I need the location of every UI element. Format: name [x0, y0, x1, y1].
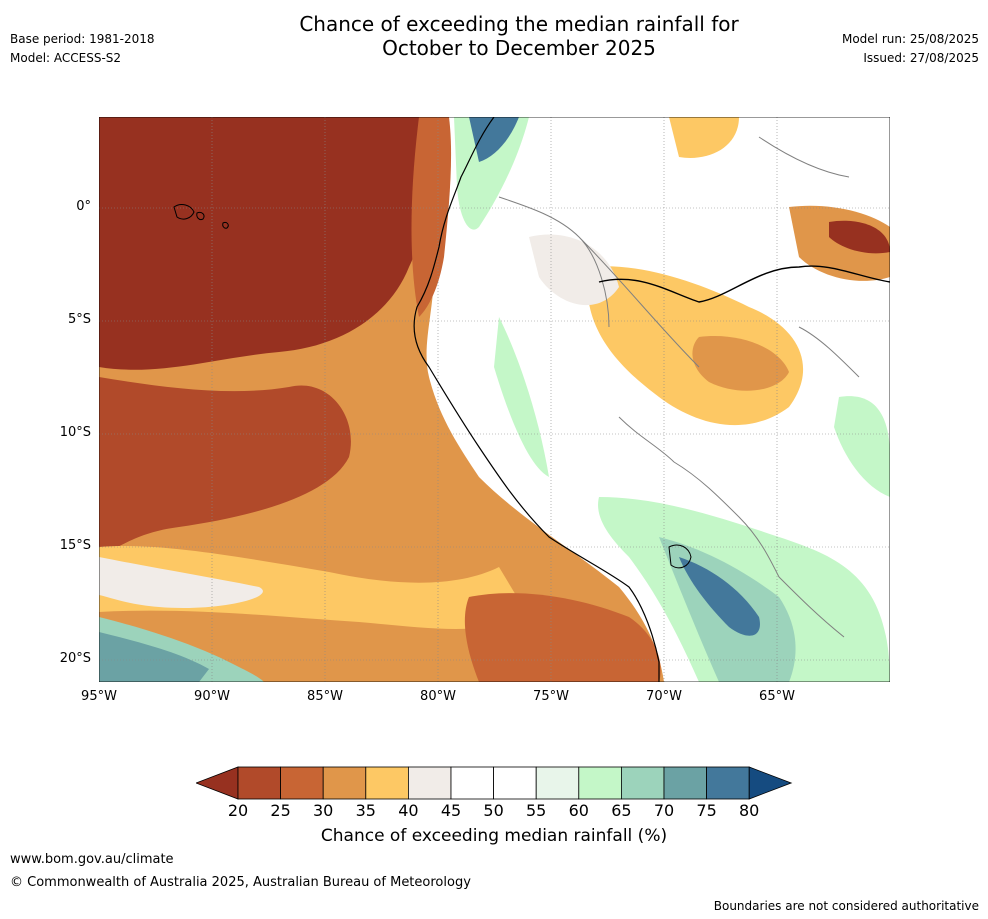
- colorbar-tick-label: 65: [611, 801, 632, 820]
- land-neutral-zone: [529, 234, 619, 306]
- colorbar: [196, 766, 793, 800]
- ocean-neutral-band: [99, 557, 263, 608]
- lake-outline: [668, 544, 692, 569]
- colorbar-segment: [578, 766, 622, 800]
- north-dry-patch: [669, 117, 739, 158]
- river-line: [598, 265, 890, 303]
- rainfall-map: [99, 117, 890, 682]
- map-canvas: [99, 117, 890, 682]
- colorbar-label: Chance of exceeding median rainfall (%): [320, 826, 668, 846]
- ocean-moderate-band: [99, 546, 529, 629]
- coastal-dry-strip: [411, 117, 452, 317]
- galapagos-islands: [173, 204, 229, 229]
- colorbar-tick-label: 30: [313, 801, 334, 820]
- colorbar-segment: [535, 766, 580, 800]
- model-text: Model: ACCESS-S2: [10, 51, 122, 65]
- lon-label-95w: 95°W: [81, 689, 117, 704]
- coastline: [413, 117, 660, 682]
- lon-label-70w: 70°W: [646, 689, 682, 704]
- footer-url: www.bom.gov.au/climate: [10, 852, 174, 867]
- colorbar-tick-label: 20: [227, 801, 249, 820]
- lat-label-0: 0°: [76, 199, 91, 214]
- colorbar-segment: [365, 766, 409, 800]
- colorbar-tick-label: 60: [568, 801, 589, 820]
- southeast-wet-core: [679, 557, 760, 636]
- issued-text: Issued: 27/08/2025: [863, 51, 979, 65]
- lon-label-85w: 85°W: [307, 689, 343, 704]
- colorbar-segment: [450, 766, 494, 800]
- colorbar-tick-label: 70: [653, 801, 675, 820]
- colorbar-tick-label: 50: [483, 801, 504, 820]
- colorbar-segment: [237, 766, 281, 800]
- colorbar-segment: [322, 766, 367, 800]
- map-title: Chance of exceeding the median rainfall …: [244, 12, 794, 60]
- amazon-dry-core: [692, 336, 789, 391]
- north-wet-core: [469, 117, 519, 162]
- title-line-2: October to December 2025: [382, 36, 656, 60]
- footer-copyright: © Commonwealth of Australia 2025, Austra…: [10, 875, 471, 890]
- southwest-wet-core: [99, 632, 209, 682]
- model-run-text: Model run: 25/08/2025: [841, 32, 979, 46]
- colorbar-arrow-low: [196, 766, 239, 800]
- colorbar-arrow-high: [748, 766, 793, 800]
- colorbar-segment: [620, 766, 665, 800]
- lat-label-15s: 15°S: [59, 538, 91, 553]
- lon-label-80w: 80°W: [420, 689, 456, 704]
- ocean-very-dry-zone: [99, 117, 429, 370]
- graticule: [99, 117, 890, 682]
- colorbar-segment: [407, 766, 452, 800]
- colorbar-segment: [706, 766, 750, 800]
- base-period-text: Base period: 1981-2018: [10, 32, 155, 46]
- colorbar-tick-label: 40: [398, 801, 419, 820]
- colorbar-segment: [493, 766, 537, 800]
- colorbar-tick-label: 45: [440, 801, 462, 820]
- central-wet-strip: [494, 317, 549, 477]
- colorbar-segment: [663, 766, 707, 800]
- lat-label-5s: 5°S: [67, 312, 91, 327]
- metadata-right: Model run: 25/08/2025 Issued: 27/08/2025: [842, 30, 979, 68]
- title-line-1: Chance of exceeding the median rainfall …: [299, 12, 739, 36]
- colorbar-tick-label: 75: [696, 801, 717, 820]
- lon-label-90w: 90°W: [194, 689, 230, 704]
- colorbar-segment: [280, 766, 324, 800]
- lat-label-20s: 20°S: [59, 651, 91, 666]
- colorbar-tick-label: 80: [739, 801, 760, 820]
- footer-note: Boundaries are not considered authoritat…: [713, 899, 979, 913]
- colorbar-tick-label: 25: [270, 801, 291, 820]
- east-wet-zone: [834, 396, 890, 497]
- country-borders: [498, 136, 860, 638]
- lon-label-65w: 65°W: [759, 689, 795, 704]
- northeast-dry-core: [829, 220, 890, 254]
- lon-label-75w: 75°W: [533, 689, 569, 704]
- colorbar-tick-label: 35: [355, 801, 376, 820]
- metadata-left: Base period: 1981-2018 Model: ACCESS-S2: [10, 30, 155, 68]
- lat-label-10s: 10°S: [59, 425, 91, 440]
- north-wet-zone: [454, 117, 529, 230]
- colorbar-tick-label: 55: [526, 801, 547, 820]
- ocean-dry-band: [99, 377, 351, 557]
